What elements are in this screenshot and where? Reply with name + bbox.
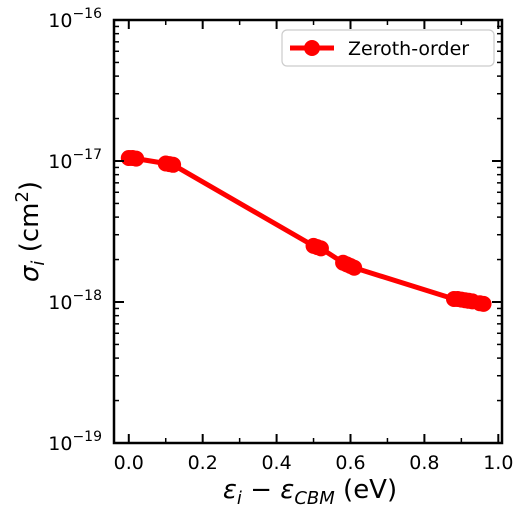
y-tick-label: 10−16 <box>48 6 102 32</box>
series-layer <box>120 150 492 312</box>
data-point <box>346 259 363 276</box>
legend-box <box>281 29 495 67</box>
legend-marker <box>304 40 320 56</box>
x-tick-label: 0.4 <box>261 452 291 474</box>
x-tick-label: 0.0 <box>114 452 144 474</box>
x-tick-label: 0.2 <box>188 452 218 474</box>
x-tick-label: 1.0 <box>483 452 513 474</box>
x-axis-label: εi − εCBM (eV) <box>223 475 397 509</box>
data-point <box>128 150 145 167</box>
tick-layer <box>114 19 502 444</box>
series-line <box>126 155 487 307</box>
label-layer: 0.0 0.2 0.4 0.6 0.8 1.0 10−19 10−18 10−17 10−16 εi… <box>12 6 513 509</box>
y-axis-label: σi (cm2) <box>12 181 49 282</box>
data-point <box>312 240 329 257</box>
x-tick-label: 0.8 <box>409 452 439 474</box>
y-tick-label: 10−19 <box>48 429 102 455</box>
y-tick-label: 10−17 <box>48 147 102 173</box>
x-tick-label: 0.6 <box>335 452 365 474</box>
data-point <box>475 295 492 312</box>
legend: Zeroth-order <box>281 29 495 67</box>
legend-label: Zeroth-order <box>348 38 469 60</box>
data-point <box>165 156 182 173</box>
axes-frame <box>112 18 504 445</box>
y-tick-label: 10−18 <box>48 288 102 314</box>
